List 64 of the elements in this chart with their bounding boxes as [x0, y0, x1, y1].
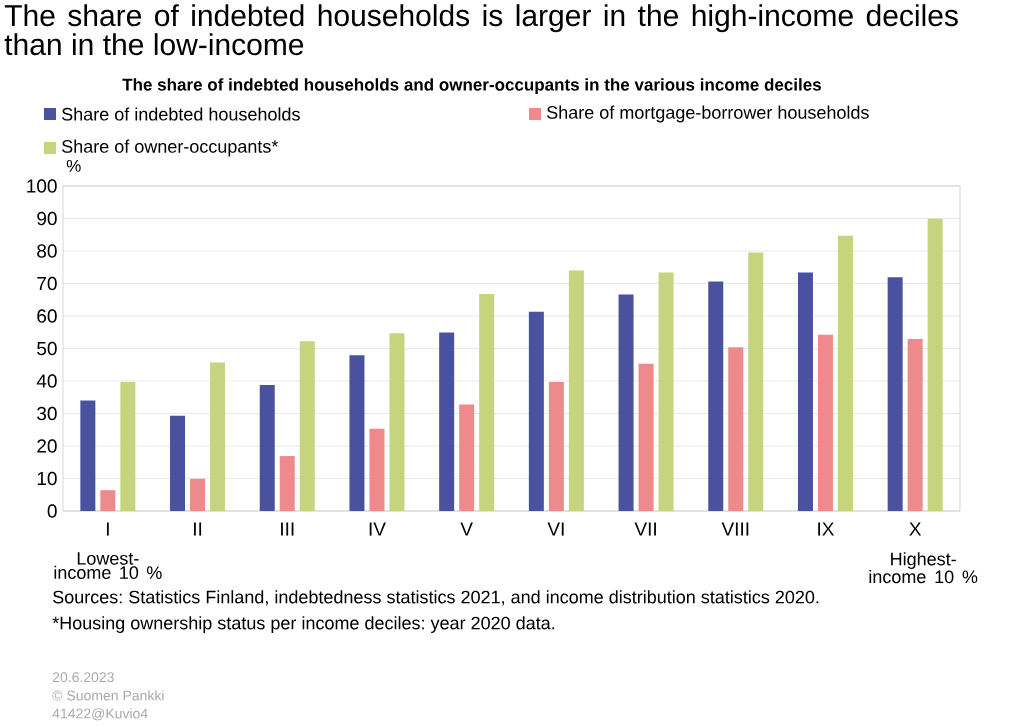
bar [190, 478, 206, 511]
y-tick-label: 40 [36, 374, 57, 388]
bar [797, 272, 813, 511]
y-tick-label: 10 [37, 471, 57, 486]
bar [638, 363, 654, 511]
bar [369, 428, 385, 511]
bar [439, 332, 455, 511]
bar [658, 272, 674, 511]
y-tick-label: 90 [37, 211, 57, 226]
bar [837, 235, 853, 511]
x-tick-label: III [281, 522, 294, 536]
bar [887, 277, 903, 511]
y-tick-label: 70 [37, 276, 57, 291]
x-tick-label: I [106, 522, 109, 536]
legend-label: Share of owner-occupants* [62, 139, 279, 157]
x-tick-label: VI [547, 522, 564, 536]
y-tick-label: 60 [37, 309, 57, 323]
y-tick-label: 0 [47, 504, 57, 518]
bar [728, 347, 744, 511]
bar [748, 252, 764, 511]
y-tick-label: 100 [27, 179, 57, 193]
x-tick-label: IX [818, 522, 835, 536]
bar [120, 381, 136, 511]
bar [817, 334, 833, 511]
bar [459, 404, 475, 511]
x-tick-label: VII [634, 522, 656, 536]
text: *Housing ownership status per income deciles: year 2020 data. [52, 616, 555, 633]
bar [528, 311, 544, 511]
y-tick-label: 50 [37, 341, 57, 356]
bar [170, 415, 186, 511]
bar [479, 293, 495, 511]
bar [299, 341, 315, 511]
bar [618, 294, 634, 511]
text: Highest-income 10 % [869, 552, 978, 584]
bar [548, 381, 564, 511]
legend-label: Share of mortgage-borrower households [547, 105, 869, 123]
legend-label: Share of indebted households [62, 107, 300, 121]
bar [259, 384, 275, 511]
chart-subtitle: The share of indebted households and owner-occupants in the various income deciles [122, 78, 821, 95]
bar [389, 333, 405, 511]
bar [927, 218, 943, 511]
bar [349, 355, 365, 511]
x-tick-label: IV [369, 522, 386, 536]
text: Lowest-income 10 % [54, 552, 162, 579]
bar [80, 400, 96, 511]
text: 41422@Kuvio4 [52, 708, 148, 721]
text: 20.6.2023 [52, 672, 114, 683]
x-tick-label: VIII [721, 522, 749, 536]
bar [907, 339, 923, 511]
bar [210, 362, 226, 511]
y-tick-label: 80 [37, 244, 57, 258]
y-axis-title: % [66, 159, 81, 172]
bar [100, 490, 116, 511]
x-tick-label: II [194, 522, 202, 536]
y-tick-label: 30 [37, 406, 57, 421]
bar [708, 281, 724, 511]
y-tick-label: 20 [37, 439, 57, 453]
text: © Suomen Pankki [52, 690, 164, 701]
source-note: Sources: Statistics Finland, indebtedness statistics 2021, and income distribution statistics 2020. [53, 590, 819, 606]
bar [568, 270, 584, 511]
x-tick-label: V [460, 522, 473, 536]
chart-title: The share of indebted households is larger in the high-income deciles than in the low-income [4, 4, 958, 56]
bar [279, 456, 295, 511]
x-tick-label: X [909, 522, 922, 536]
